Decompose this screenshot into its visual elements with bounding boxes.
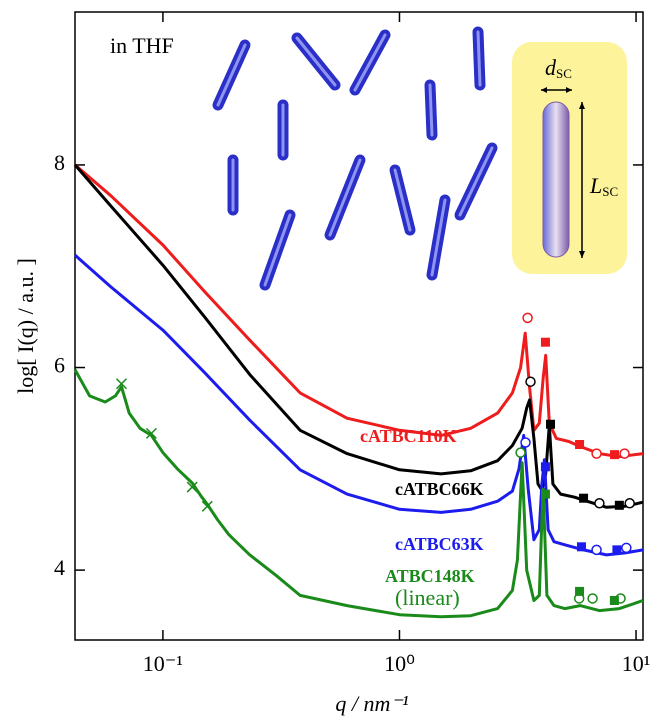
circle-marker bbox=[520, 437, 531, 448]
y-tick-label: 6 bbox=[54, 353, 65, 378]
circle-marker bbox=[619, 448, 630, 459]
square-marker bbox=[579, 493, 589, 503]
square-marker bbox=[614, 500, 624, 510]
x-tick-label: 10⁰ bbox=[384, 651, 415, 676]
rod-illustration bbox=[212, 26, 498, 291]
square-marker bbox=[609, 595, 619, 605]
square-marker bbox=[540, 462, 550, 472]
x-axis-label: q / nm⁻¹ bbox=[335, 691, 408, 716]
inset: dSC LSC bbox=[512, 42, 627, 274]
square-marker bbox=[612, 545, 622, 555]
circle-marker bbox=[515, 447, 526, 458]
y-tick-label: 4 bbox=[54, 555, 65, 580]
series-label: cATBC66K bbox=[395, 479, 484, 499]
inset-l-label: LSC bbox=[589, 173, 618, 199]
x-tick-label: 10⁻¹ bbox=[143, 651, 183, 676]
y-tick-label: 8 bbox=[54, 150, 65, 175]
square-marker bbox=[540, 489, 550, 499]
cross-marker bbox=[201, 500, 213, 512]
square-marker bbox=[540, 337, 550, 347]
y-axis-label: log[ I(q) / a.u. ] bbox=[13, 258, 38, 394]
cross-marker bbox=[145, 427, 157, 439]
cross-marker bbox=[115, 378, 127, 390]
series-note: (linear) bbox=[395, 585, 460, 610]
circle-marker bbox=[624, 498, 635, 509]
circle-marker bbox=[587, 593, 598, 604]
circle-marker bbox=[525, 376, 536, 387]
series-label: ATBC148K bbox=[385, 566, 475, 586]
annotation: in THF bbox=[110, 33, 174, 58]
square-marker bbox=[610, 450, 620, 460]
square-marker bbox=[546, 419, 556, 429]
square-marker bbox=[576, 542, 586, 552]
circle-marker bbox=[522, 312, 533, 324]
circle-marker bbox=[591, 544, 602, 556]
circle-marker bbox=[621, 542, 632, 554]
series-line bbox=[73, 368, 644, 619]
square-marker bbox=[575, 586, 585, 596]
inset-d-label: dSC bbox=[545, 55, 572, 81]
series-label: cATBC110K bbox=[360, 426, 457, 446]
series-line bbox=[74, 163, 644, 459]
plot-frame bbox=[74, 11, 644, 641]
cross-marker bbox=[186, 481, 198, 493]
series-label: cATBC63K bbox=[395, 534, 484, 554]
square-marker bbox=[575, 440, 585, 450]
series-line bbox=[73, 163, 644, 509]
x-tick-label: 10¹ bbox=[622, 651, 651, 676]
series-line bbox=[74, 253, 644, 557]
circle-marker bbox=[591, 448, 602, 459]
circle-marker bbox=[594, 498, 605, 509]
